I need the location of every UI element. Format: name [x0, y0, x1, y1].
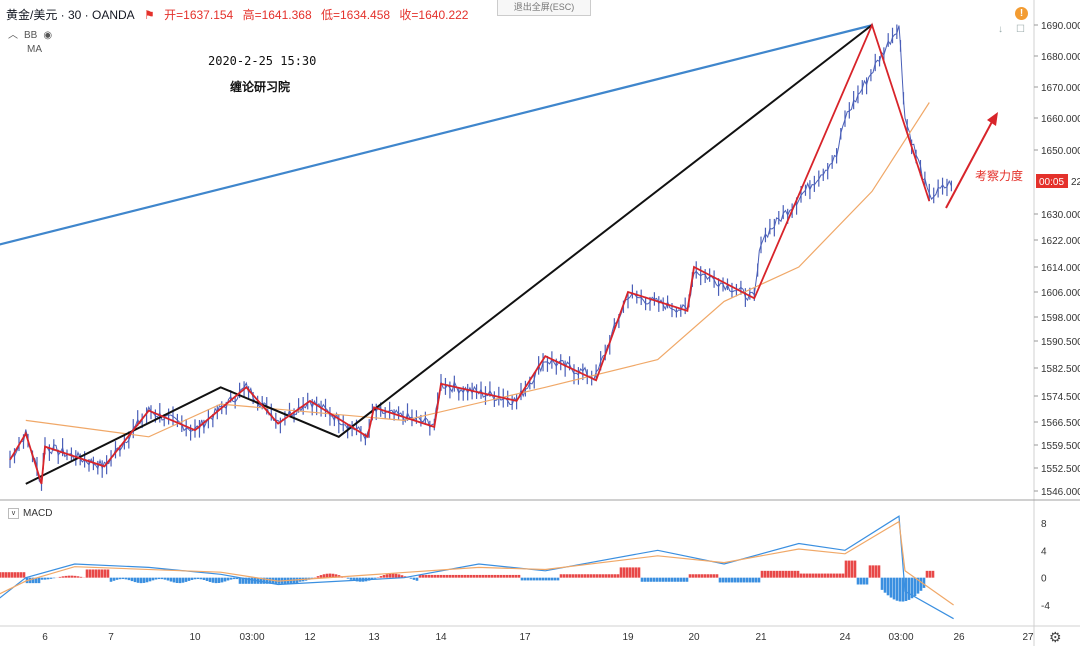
price-tick-label: 1590.500	[1041, 337, 1080, 348]
price-tick-label: 1622.000	[1041, 236, 1080, 247]
annotation-org: 缠论研习院	[230, 80, 291, 94]
price-tick-label: 1574.500	[1041, 392, 1080, 403]
alert-icon[interactable]: !	[1015, 7, 1028, 20]
price-tick-label: 1606.000	[1041, 288, 1080, 299]
price-tick-label: 1650.000	[1041, 146, 1080, 157]
time-tick-label: 14	[435, 632, 447, 643]
macd-label-text: MACD	[23, 508, 53, 520]
low-label: 低	[320, 8, 333, 22]
macd-tick-label: 4	[1041, 546, 1047, 557]
price-tick-label: 1559.500	[1041, 441, 1080, 452]
current-price-badge	[1036, 174, 1068, 188]
arrow-head	[987, 112, 998, 126]
exit-fullscreen-button[interactable]: 退出全屏(ESC)	[497, 0, 591, 16]
low-value: =1634.458	[333, 8, 391, 22]
price-tick-label: 1598.000	[1041, 313, 1080, 324]
flag-icon[interactable]: ⚑	[144, 8, 155, 22]
current-time-badge-label: 00:05	[1039, 177, 1064, 188]
open-value: =1637.154	[176, 8, 234, 22]
time-tick-label: 27	[1022, 632, 1034, 643]
chevron-down-icon[interactable]: v	[8, 508, 19, 519]
current-price-label: 222	[1071, 177, 1080, 188]
time-tick-label: 26	[953, 632, 965, 643]
time-tick-label: 6	[42, 632, 48, 643]
time-tick-label: 20	[688, 632, 700, 643]
black-stroke-line	[25, 24, 873, 485]
close-value: =1640.222	[411, 8, 469, 22]
time-tick-label: 17	[519, 632, 531, 643]
annotation-date: 2020-2-25 15:30	[208, 54, 317, 68]
time-tick-label: 24	[839, 632, 851, 643]
time-tick-label: 21	[755, 632, 767, 643]
macd-tick-label: -4	[1041, 601, 1050, 612]
time-tick-label: 19	[622, 632, 634, 643]
macd-tick-label: 8	[1041, 519, 1047, 530]
price-tick-label: 1660.000	[1041, 114, 1080, 125]
price-line	[9, 25, 952, 486]
indicator-bb[interactable]: ︿ BB ◉	[8, 26, 52, 41]
red-stroke-line	[9, 22, 931, 485]
high-label: 高	[242, 8, 255, 22]
time-tick-label: 10	[189, 632, 201, 643]
price-tick-label: 1546.000	[1041, 487, 1080, 498]
time-tick-label: 03:00	[888, 632, 913, 643]
indicator-ma-label: MA	[27, 44, 42, 55]
gear-icon[interactable]: ⚙	[1049, 629, 1062, 645]
symbol-header: 黄金/美元 · 30 · OANDA ⚑ 开=1637.154 高=1641.3…	[6, 6, 474, 23]
open-label: 开	[164, 8, 177, 22]
close-label: 收	[399, 8, 412, 22]
indicator-ma[interactable]: MA	[27, 44, 42, 55]
moving-average-line	[25, 102, 930, 438]
macd-line	[0, 515, 954, 620]
time-tick-label: 03:00	[239, 632, 264, 643]
indicator-bb-label: BB	[24, 30, 38, 41]
price-tick-label: 1690.000	[1041, 21, 1080, 32]
price-tick-label: 1582.500	[1041, 364, 1080, 375]
time-tick-label: 7	[108, 632, 114, 643]
signal-line	[0, 520, 954, 606]
chevron-up-icon[interactable]: ︿	[8, 30, 18, 41]
annotation-note: 考察力度	[975, 169, 1024, 183]
time-tick-label: 13	[368, 632, 380, 643]
maximize-icon[interactable]: ☐	[1016, 24, 1025, 35]
blue-trend-line	[0, 23, 874, 246]
macd-tick-label: 0	[1041, 574, 1047, 585]
arrow-shaft	[945, 117, 995, 209]
price-tick-label: 1614.000	[1041, 263, 1080, 274]
macd-label[interactable]: v MACD	[8, 508, 52, 519]
time-tick-label: 12	[304, 632, 316, 643]
download-icon[interactable]: ↓	[998, 24, 1003, 35]
high-value: =1641.368	[254, 8, 312, 22]
price-tick-label: 1680.000	[1041, 52, 1080, 63]
price-tick-label: 1670.000	[1041, 83, 1080, 94]
symbol-title[interactable]: 黄金/美元 · 30 · OANDA	[6, 8, 135, 22]
eye-icon[interactable]: ◉	[43, 30, 53, 41]
price-tick-label: 1630.000	[1041, 210, 1080, 221]
price-tick-label: 1552.500	[1041, 464, 1080, 475]
price-tick-label: 1566.500	[1041, 418, 1080, 429]
